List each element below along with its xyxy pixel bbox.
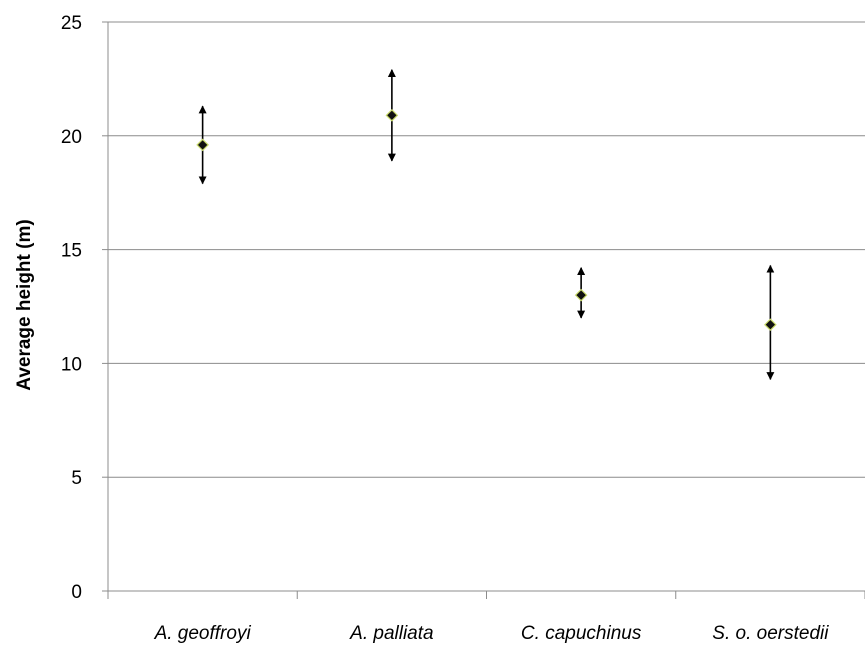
category-label: A. geoffroyi (154, 623, 252, 644)
y-tick-label: 5 (71, 468, 82, 489)
data-point (764, 318, 777, 332)
category-labels: A. geoffroyi A. palliata C. capuchinus S. o… (154, 623, 830, 644)
data-point (196, 138, 209, 152)
y-tick-label: 25 (61, 13, 82, 34)
axes (102, 21, 865, 599)
y-tick-labels: 0 5 10 15 20 25 (61, 13, 82, 603)
y-tick-label: 15 (61, 241, 82, 262)
data-points (196, 108, 777, 332)
data-point (385, 108, 399, 122)
y-tick-label: 0 (71, 582, 82, 603)
data-point (574, 288, 588, 302)
error-bars (198, 68, 775, 381)
category-label: C. capuchinus (521, 623, 642, 644)
y-tick-label: 20 (61, 127, 82, 148)
gridlines (108, 21, 865, 478)
category-label: A. palliata (349, 623, 433, 644)
y-tick-label: 10 (61, 354, 82, 375)
category-label: S. o. oerstedii (712, 623, 829, 644)
y-axis-title: Average height (m) (14, 219, 35, 390)
